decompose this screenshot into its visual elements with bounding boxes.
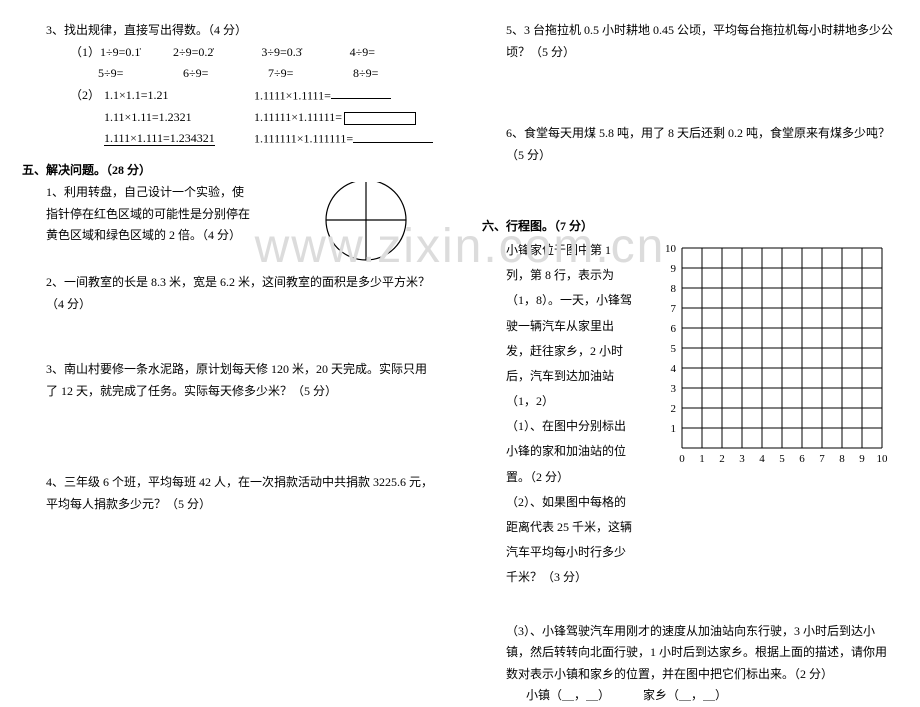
svg-text:9: 9 [859,453,865,465]
val: 1.111×1.111=1.234321 [104,131,215,146]
grid-figure: 北 ↑ 10987654321012345678910 [660,238,898,473]
svg-text:2: 2 [719,453,725,465]
svg-text:3: 3 [739,453,745,465]
svg-text:7: 7 [671,303,677,315]
cell: 1.1111×1.1111= [254,85,391,107]
svg-text:1: 1 [699,453,705,465]
cell: 2÷9=0.2̇ [173,42,261,64]
svg-text:4: 4 [759,453,765,465]
answer-box [344,112,416,125]
eq: 1.1111×1.1111= [254,88,331,102]
fill-hometown: 家乡（＿，＿） [643,688,727,702]
svg-text:1: 1 [671,423,677,435]
svg-text:3: 3 [671,383,677,395]
cell: 1.1×1.1=1.21 [104,85,254,107]
svg-text:0: 0 [679,453,685,465]
cell: 1.111111×1.111111= [254,128,433,150]
q6-wrap: 北 ↑ 10987654321012345678910 小锋家位于图中第 1 列… [482,238,898,591]
q5-2: 2、一间教室的长是 8.3 米，宽是 6.2 米，这间教室的面积是多少平方米？（… [22,272,438,315]
q6-3: （3）、小锋驾驶汽车用刚才的速度从加油站向东行驶，3 小时后到达小镇，然后转转向… [482,621,898,686]
circle-svg [324,182,408,262]
svg-text:2: 2 [671,403,677,415]
svg-text:10: 10 [665,243,677,255]
svg-text:9: 9 [671,263,677,275]
q5-1: 1、利用转盘，自己设计一个实验，使指针停在红色区域的可能性是分别停在黄色区域和绿… [22,182,252,247]
cell: 3÷9=0.3̇ [261,42,349,64]
svg-text:5: 5 [779,453,785,465]
cell: 1.11111×1.11111= [254,107,416,129]
q3-p1-row1: （1）1÷9=0.1̇ 2÷9=0.2̇ 3÷9=0.3̇ 4÷9= [22,42,438,64]
q5-3: 3、南山村要修一条水泥路，原计划每天修 120 米，20 天完成。实际只用了 1… [22,359,438,402]
cell: 4÷9= [350,42,438,64]
q3-p1-row2: 5÷9= 6÷9= 7÷9= 8÷9= [22,63,438,85]
left-column: 3、找出规律，直接写出得数。（4 分） （1）1÷9=0.1̇ 2÷9=0.2̇… [0,0,460,651]
svg-text:8: 8 [671,283,677,295]
svg-text:6: 6 [671,323,677,335]
section-five-title: 五、解决问题。（28 分） [22,160,438,182]
q3-p2-row3: 1.111×1.111=1.234321 1.111111×1.111111= [22,128,438,150]
q5-5: 5、3 台拖拉机 0.5 小时耕地 0.45 公顷，平均每台拖拉机每小时耕地多少… [482,20,898,63]
q3-p2-row1: （2） 1.1×1.1=1.21 1.1111×1.1111= [22,85,438,107]
cell: 6÷9= [183,63,268,85]
eq: 1.111111×1.111111= [254,132,353,146]
cell: 7÷9= [268,63,353,85]
q3-p2-row2: 1.11×1.11=1.2321 1.11111×1.11111= [22,107,438,129]
q5-4: 4、三年级 6 个班，平均每班 42 人，在一次捐款活动中共捐款 3225.6 … [22,472,438,515]
svg-text:5: 5 [671,343,677,355]
svg-text:8: 8 [839,453,845,465]
q6-2: （2）、如果图中每格的距离代表 25 千米，这辆汽车平均每小时行多少千米？（3 … [482,490,632,591]
q6-3-fill: 小镇（＿，＿） 家乡（＿，＿） [482,685,898,707]
val: 1÷9=0.1̇ [100,45,140,59]
eq: 1.11111×1.11111= [254,110,342,124]
section-six-title: 六、行程图。（7 分） [482,216,898,238]
svg-text:4: 4 [671,363,677,375]
cell: 5÷9= [98,63,183,85]
q6-1: （1）、在图中分别标出小锋的家和加油站的位置。（2 分） [482,414,632,490]
underline [353,128,433,142]
fill-town: 小镇（＿，＿） [526,688,610,702]
svg-text:10: 10 [877,453,889,465]
prefix: （2） [70,85,104,107]
q5-6: 6、食堂每天用煤 5.8 吨，用了 8 天后还剩 0.2 吨，食堂原来有煤多少吨… [482,123,898,166]
q5-1-wrap: 1、利用转盘，自己设计一个实验，使指针停在红色区域的可能性是分别停在黄色区域和绿… [22,182,438,262]
cell: 1.11×1.11=1.2321 [104,107,254,129]
prefix: （1） [70,45,100,59]
svg-text:6: 6 [799,453,805,465]
right-column: 5、3 台拖拉机 0.5 小时耕地 0.45 公顷，平均每台拖拉机每小时耕地多少… [460,0,920,651]
cell: （1）1÷9=0.1̇ [70,42,173,64]
grid-svg: 10987654321012345678910 [660,238,898,473]
q6-intro: 小锋家位于图中第 1 列，第 8 行，表示为（1，8）。一天，小锋驾驶一辆汽车从… [482,238,632,414]
cell: 1.111×1.111=1.234321 [104,128,254,150]
cell: 8÷9= [353,63,438,85]
q3-title: 3、找出规律，直接写出得数。（4 分） [22,20,438,42]
svg-text:7: 7 [819,453,825,465]
underline [331,85,391,99]
spinner-figure [324,182,408,262]
